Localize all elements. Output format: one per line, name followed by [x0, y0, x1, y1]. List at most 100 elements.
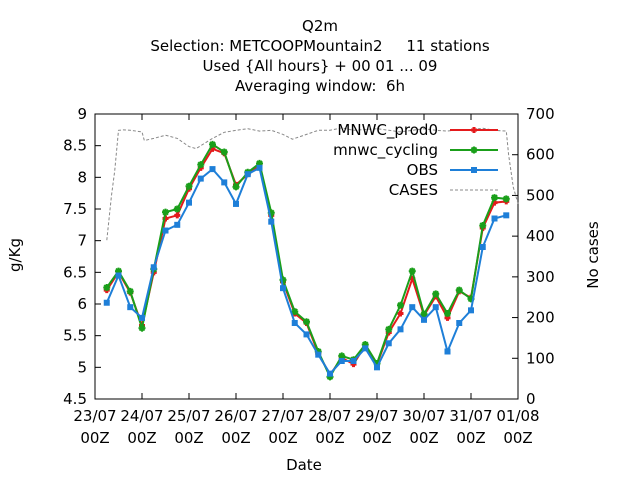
data-point — [162, 227, 169, 234]
plot-frame — [94, 113, 519, 400]
y2-tick-label: 300 — [526, 268, 555, 286]
data-point — [385, 325, 393, 333]
data-point — [150, 264, 157, 271]
data-point — [139, 314, 145, 321]
x-tick-label-hour: 00Z — [174, 429, 203, 447]
series-mnwc-prod0 — [103, 145, 510, 378]
y-tick-label: 6 — [77, 295, 87, 313]
x-tick-label-hour: 00Z — [127, 429, 156, 447]
y-tick-label: 4.5 — [63, 390, 87, 408]
chart-title: Q2m — [302, 17, 338, 35]
data-point — [315, 351, 322, 358]
data-point — [244, 171, 251, 178]
data-point — [174, 221, 181, 228]
y-tick-label: 5 — [77, 358, 87, 376]
y2-axis-label: No cases — [584, 221, 602, 289]
x-tick-label-hour: 00Z — [80, 429, 109, 447]
legend-label: CASES — [389, 181, 438, 199]
x-tick-label-date: 30/07 — [402, 407, 445, 425]
data-point — [350, 358, 357, 364]
data-point — [256, 159, 263, 167]
data-point — [456, 320, 463, 326]
data-point — [421, 316, 427, 323]
data-point — [256, 164, 263, 171]
x-tick-label-hour: 00Z — [268, 429, 297, 447]
series-line — [105, 147, 507, 377]
x-tick-label-date: 29/07 — [355, 407, 398, 425]
x-tick-label-date: 23/07 — [73, 407, 116, 425]
data-point — [326, 373, 334, 381]
data-point — [470, 146, 478, 154]
data-point — [209, 166, 216, 173]
data-point — [221, 179, 228, 186]
axes: 4.5 5 5.5 6 6.5 7 7.5 8 8.5 9 0 100 200 300 400 500 600 7… — [63, 105, 555, 447]
series-line — [105, 142, 507, 379]
series-cases — [106, 127, 519, 241]
data-point — [185, 182, 193, 190]
x-tick-label-date: 24/07 — [120, 407, 163, 425]
x-tick-label-hour: 00Z — [456, 429, 485, 447]
x-tick-label-date: 26/07 — [214, 407, 257, 425]
data-point — [126, 287, 134, 295]
y-tick-label: 8.5 — [63, 137, 87, 155]
y-tick-label: 8 — [77, 168, 87, 186]
x-tick-label-date: 01/08 — [496, 407, 539, 425]
x-tick-label-hour: 00Z — [409, 429, 438, 447]
data-point — [409, 304, 416, 311]
data-point — [291, 308, 299, 316]
data-point — [232, 183, 240, 191]
data-point — [220, 148, 228, 156]
data-point — [327, 370, 333, 377]
data-point — [338, 358, 345, 364]
data-point — [115, 267, 122, 275]
data-point — [444, 310, 451, 317]
chart-subtitle-1: Selection: METCOOPMountain2 11 stations — [150, 37, 490, 55]
y-tick-label: 6.5 — [63, 263, 87, 281]
data-point — [197, 175, 204, 182]
y-tick-label: 5.5 — [63, 327, 87, 345]
y2-tick-label: 200 — [526, 309, 555, 327]
y2-tick-label: 500 — [526, 186, 555, 204]
x-tick-label-hour: 00Z — [221, 429, 250, 447]
data-point — [468, 307, 474, 314]
legend-label: MNWC_prod0 — [337, 121, 438, 140]
data-point — [471, 167, 477, 173]
data-point — [503, 212, 510, 219]
data-point — [408, 267, 416, 275]
data-point — [173, 205, 181, 213]
data-point — [174, 212, 181, 219]
y2-tick-label: 600 — [526, 146, 555, 164]
y2-tick-label: 0 — [526, 390, 536, 408]
data-point — [432, 290, 440, 298]
y-tick-label: 7 — [77, 232, 87, 250]
data-point — [268, 218, 275, 225]
data-point — [279, 276, 287, 284]
data-point — [502, 195, 510, 203]
series-line — [106, 127, 519, 241]
data-point — [361, 341, 369, 349]
data-point — [209, 140, 216, 148]
chart-subtitle-2: Used {All hours} + 00 01 ... 09 — [202, 57, 438, 75]
x-axis-label: Date — [286, 456, 322, 474]
data-point — [233, 200, 239, 207]
legend-label: OBS — [407, 161, 438, 179]
x-tick-label-date: 31/07 — [449, 407, 492, 425]
y2-tick-label: 100 — [526, 349, 555, 367]
x-tick-label-date: 27/07 — [261, 407, 304, 425]
series-line — [105, 166, 507, 376]
data-point — [420, 310, 428, 318]
data-point — [444, 348, 451, 355]
y-tick-label: 7.5 — [63, 200, 87, 218]
data-point — [397, 326, 404, 333]
data-point — [491, 194, 498, 202]
series-obs — [103, 164, 510, 377]
chart-subtitle-3: Averaging window: 6h — [234, 77, 406, 95]
data-point — [314, 348, 322, 355]
data-point — [397, 301, 404, 309]
y2-tick-label: 400 — [526, 227, 555, 245]
data-point — [291, 320, 298, 326]
data-point — [362, 345, 369, 352]
x-tick-label-date: 25/07 — [167, 407, 210, 425]
data-point — [491, 215, 498, 222]
